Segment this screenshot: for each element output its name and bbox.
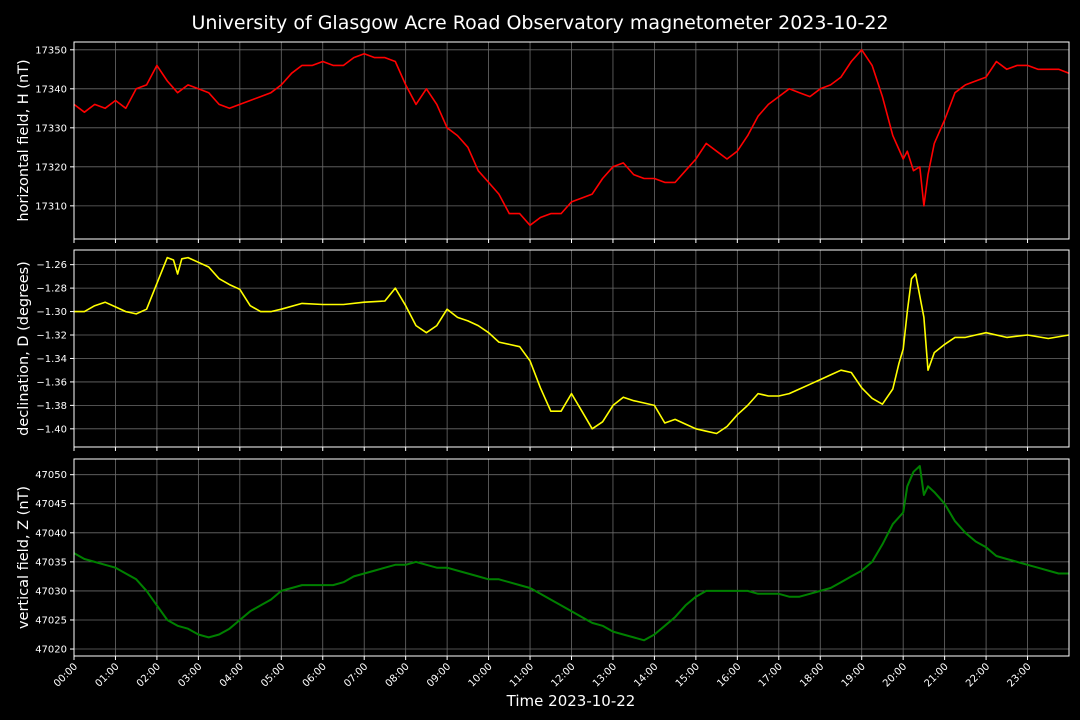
y-tick-label: 47035 [35, 557, 67, 568]
y-tick-label: −1.38 [36, 401, 67, 412]
y-tick-label: −1.40 [36, 424, 67, 435]
y-tick-label: 17350 [35, 45, 67, 56]
vertical-field-axes-frame [73, 458, 1070, 657]
y-tick-label: 17330 [35, 123, 67, 134]
y-tick-label: 47050 [35, 470, 67, 481]
y-tick-label: 17340 [35, 84, 67, 95]
y-tick-label: 17320 [35, 162, 67, 173]
x-tick-label: 15:00 [674, 661, 702, 689]
x-tick-label: 08:00 [384, 661, 412, 689]
x-tick-label: 06:00 [301, 661, 329, 689]
x-tick-label: 01:00 [93, 661, 121, 689]
y-tick-label: −1.26 [36, 260, 67, 271]
x-tick-label: 02:00 [135, 661, 163, 689]
y-tick-label: 47030 [35, 586, 67, 597]
x-tick-label: 13:00 [591, 661, 619, 689]
x-tick-label: 17:00 [757, 661, 785, 689]
y-tick-label: 47020 [35, 645, 67, 656]
x-tick-label: 19:00 [840, 661, 868, 689]
x-tick-label: 09:00 [425, 661, 453, 689]
declination-panel: −1.26 −1.28 −1.30 −1.32 −1.34 −1.36 −1.38 −1.40… [16, 249, 1070, 451]
figure-title: University of Glasgow Acre Road Observat… [191, 12, 888, 34]
time-axis-ticks: 00:00 01:00 02:00 03:00 04:00 05:00 06:00 07:00… [52, 661, 1034, 689]
y-tick-label: −1.32 [36, 331, 67, 342]
horizontal-field-grid [73, 42, 1069, 239]
x-tick-label: 16:00 [715, 661, 743, 689]
x-tick-label: 05:00 [259, 661, 287, 689]
x-tick-label: 21:00 [923, 661, 951, 689]
x-tick-label: 12:00 [549, 661, 577, 689]
x-tick-label: 20:00 [881, 661, 909, 689]
vertical-field-axis-label: vertical field, Z (nT) [16, 486, 32, 629]
x-tick-label: 11:00 [508, 661, 536, 689]
time-axis-label: Time 2023-10-22 [506, 692, 636, 710]
x-tick-label: 07:00 [342, 661, 370, 689]
y-tick-label: 47025 [35, 615, 67, 626]
vertical-field-series-line [73, 465, 1069, 642]
horizontal-field-series-line [73, 49, 1070, 227]
x-tick-label: 18:00 [798, 661, 826, 689]
x-tick-label: 23:00 [1006, 661, 1034, 689]
y-tick-label: −1.36 [36, 377, 67, 388]
vertical-field-grid [73, 459, 1069, 656]
declination-series-line [74, 256, 1070, 435]
x-tick-label: 14:00 [632, 661, 660, 689]
y-tick-label: 47040 [35, 528, 67, 539]
vertical-field-panel: 47020 47025 47030 47035 47040 47045 47050verti… [16, 458, 1070, 660]
x-tick-label: 10:00 [467, 661, 495, 689]
y-tick-label: 17310 [35, 201, 67, 212]
y-tick-label: 47045 [35, 499, 67, 510]
declination-axis-label: declination, D (degrees) [16, 261, 32, 436]
y-tick-label: −1.28 [36, 284, 67, 295]
horizontal-field-axes-frame [73, 41, 1070, 240]
x-tick-label: 22:00 [964, 661, 992, 689]
declination-axes-frame [73, 249, 1070, 448]
x-tick-label: 04:00 [218, 661, 246, 689]
x-tick-label: 03:00 [176, 661, 204, 689]
y-tick-label: −1.30 [36, 307, 67, 318]
declination-grid [73, 250, 1069, 447]
x-tick-label: 00:00 [52, 661, 80, 689]
horizontal-field-axis-label: horizontal field, H (nT) [16, 59, 32, 221]
y-tick-label: −1.34 [36, 354, 67, 365]
